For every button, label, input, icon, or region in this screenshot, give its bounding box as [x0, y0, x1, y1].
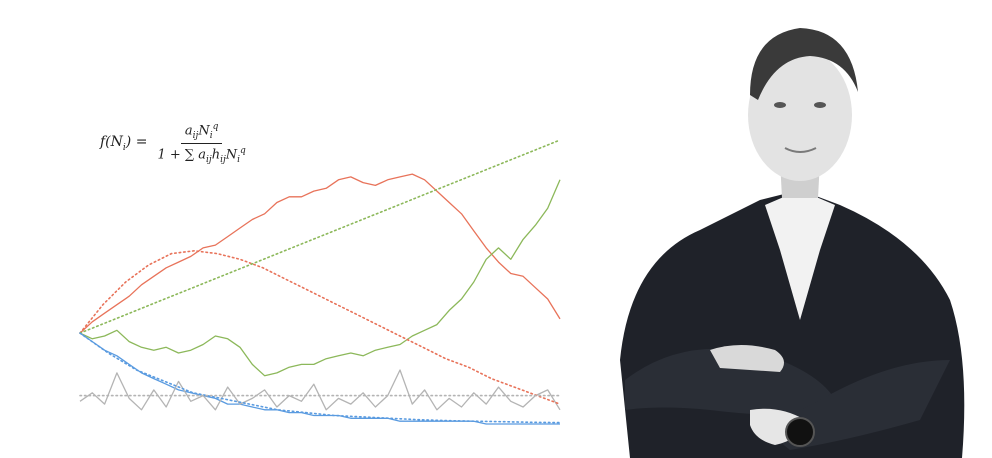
formula-denominator: 1 + ∑ aijhijNiq: [153, 144, 249, 165]
den-h-sub: ij: [220, 154, 226, 165]
series-line-3-solid: [79, 369, 561, 411]
series-line-6-dotted: [79, 332, 561, 424]
portrait-face: [748, 49, 852, 181]
series-line-0-solid: [79, 173, 561, 334]
num-n-sub: i: [209, 130, 213, 141]
den-n-sub: i: [237, 154, 241, 165]
formula-lhs-sub: i: [122, 142, 126, 153]
portrait-eye-left: [774, 102, 786, 108]
den-a-sub: ij: [206, 154, 212, 165]
formula-lhs-text: f(N: [100, 134, 123, 151]
series-line-4-dotted: [79, 250, 561, 405]
portrait-shirt: [765, 190, 835, 320]
formula-numerator: aijNiq: [180, 122, 223, 144]
formula-lhs-end: ) =: [125, 134, 148, 151]
portrait-mouth: [784, 147, 817, 153]
num-a-sub: ij: [192, 130, 199, 141]
num-a: a: [184, 123, 193, 139]
den-n: N: [225, 147, 238, 163]
den-a: 1 + ∑ a: [157, 147, 207, 163]
series-line-1-solid: [79, 179, 561, 377]
formula-lhs: f(Ni) =: [100, 134, 147, 153]
portrait-watch: [785, 417, 815, 447]
portrait-hair: [750, 28, 858, 100]
population-chart: [79, 139, 561, 425]
population-formula: f(Ni) = aijNiq 1 + ∑ aijhijNiq: [100, 122, 250, 165]
den-h: h: [211, 147, 221, 163]
num-n: N: [198, 123, 210, 139]
den-n-sup: q: [240, 145, 246, 156]
portrait-illustration: [620, 28, 965, 458]
portrait-hand-left: [710, 345, 784, 372]
num-n-sup: q: [212, 122, 219, 132]
formula-fraction: aijNiq 1 + ∑ aijhijNiq: [153, 122, 249, 165]
series-line-5-dotted: [79, 139, 561, 334]
portrait-eye-right: [814, 102, 826, 108]
series-line-2-solid: [79, 332, 560, 425]
portrait-arm-left: [625, 348, 840, 415]
